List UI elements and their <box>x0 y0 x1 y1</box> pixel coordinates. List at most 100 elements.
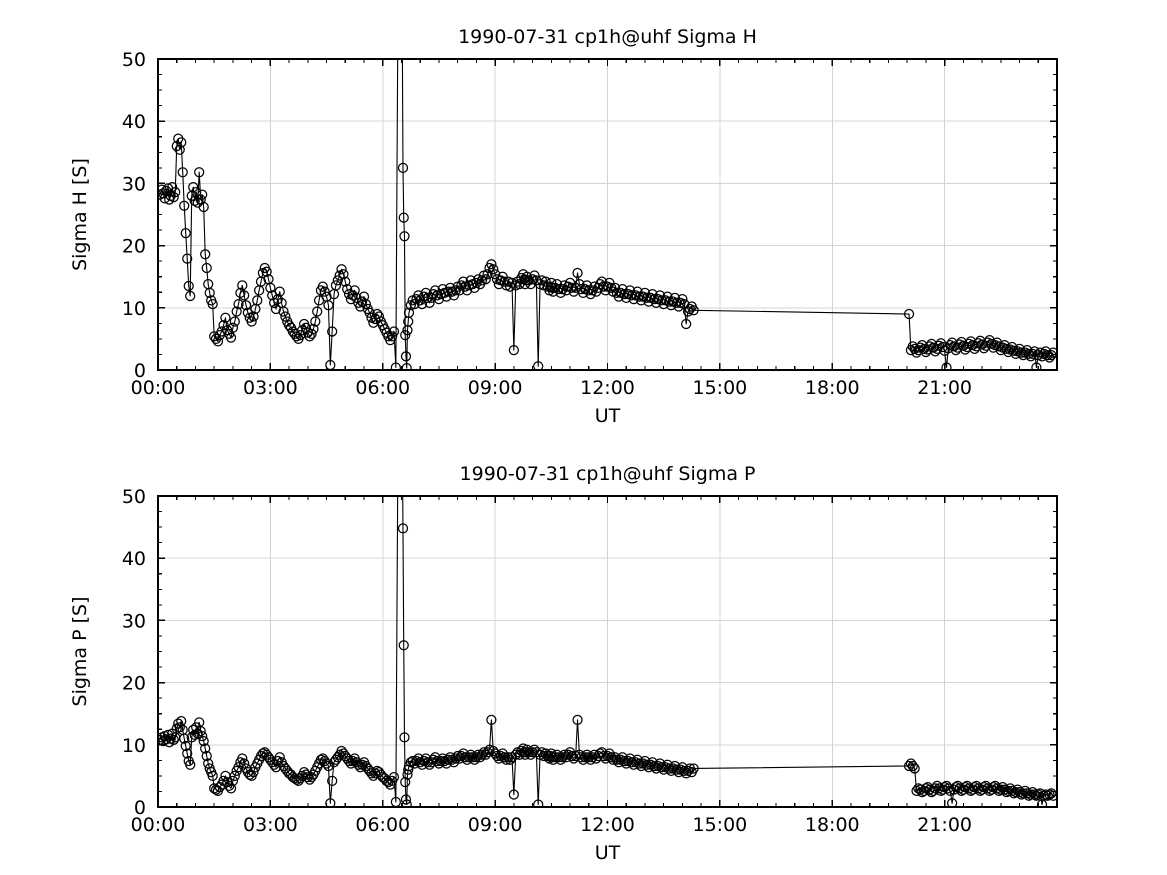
x-axis-label: UT <box>595 405 621 427</box>
data-point-marker <box>454 285 465 296</box>
data-point-marker <box>372 765 383 777</box>
data-point-marker <box>225 332 237 343</box>
data-point-marker <box>338 269 349 280</box>
data-point-marker <box>183 280 194 292</box>
data-point-marker <box>185 290 196 302</box>
data-point-marker <box>688 763 699 774</box>
data-point-marker <box>167 182 178 193</box>
data-point-marker <box>909 763 920 774</box>
data-point-marker <box>233 762 244 773</box>
data-point-marker <box>943 783 954 794</box>
data-point-marker <box>533 799 544 807</box>
data-point-marker <box>168 191 179 203</box>
data-point-marker <box>282 765 293 777</box>
data-point-marker <box>207 770 218 782</box>
axis-labels: 00:00 03:00 06:00 09:00 12:00 15:00 18:00 21:00… <box>122 49 972 399</box>
data-point-marker <box>407 755 418 767</box>
data-point-marker <box>399 231 410 242</box>
x-tick-label: 06:00 <box>355 377 410 399</box>
data-point-marker <box>310 316 321 327</box>
data-point-marker <box>903 760 915 772</box>
data-point-marker <box>473 749 484 760</box>
plot-title: 1990-07-31 cp1h@uhf Sigma H <box>458 26 757 48</box>
data-point-marker <box>1042 349 1053 361</box>
x-tick-label: 12:00 <box>580 377 635 399</box>
data-point-marker <box>207 298 218 310</box>
data-point-marker <box>174 144 185 155</box>
data-point-marker <box>358 291 370 302</box>
data-point-marker <box>182 253 193 264</box>
x-axis-label: UT <box>595 842 621 864</box>
data-point-marker <box>460 752 471 763</box>
data-point-marker <box>611 754 622 765</box>
data-point-marker <box>270 303 282 315</box>
data-point-marker <box>512 276 523 287</box>
data-point-marker <box>619 755 630 767</box>
chart-panel-sigma-p: 00:00 03:00 06:00 09:00 12:00 15:00 18:00 21:00… <box>0 437 1167 874</box>
data-point-marker <box>240 300 252 311</box>
data-point-marker <box>216 326 227 337</box>
data-point-marker <box>323 760 334 772</box>
data-point-marker <box>469 282 480 294</box>
data-point-marker <box>227 322 239 333</box>
data-point-marker <box>195 725 206 737</box>
data-point-marker <box>626 757 637 768</box>
data-point-marker <box>508 344 519 356</box>
data-point-marker <box>572 714 583 726</box>
data-point-marker <box>476 749 488 760</box>
data-point-marker <box>1046 349 1057 361</box>
y-tick-label: 0 <box>134 360 146 382</box>
data-point-marker <box>937 784 948 795</box>
data-point-marker <box>200 249 211 260</box>
data-point-marker <box>431 755 443 767</box>
data-point-marker <box>353 759 364 770</box>
data-point-marker <box>467 752 478 763</box>
data-point-marker <box>1027 786 1038 798</box>
data-point-marker <box>398 212 409 223</box>
data-point-marker <box>265 282 276 294</box>
data-point-marker <box>242 767 254 778</box>
data-point-marker <box>488 264 499 275</box>
data-point-marker <box>229 316 240 327</box>
data-point-marker <box>343 755 355 767</box>
data-point-marker <box>946 798 958 807</box>
y-tick-label: 30 <box>122 173 146 195</box>
data-point-marker <box>486 259 497 270</box>
data-point-marker <box>452 750 463 762</box>
data-point-marker <box>681 318 692 330</box>
data-series-group <box>158 496 1057 807</box>
data-point-marker <box>355 301 366 312</box>
data-point-marker <box>188 182 199 193</box>
data-point-marker <box>1001 343 1012 354</box>
data-point-marker <box>327 775 338 787</box>
data-point-marker <box>501 754 512 765</box>
data-point-marker <box>340 276 351 287</box>
data-point-marker <box>508 789 519 800</box>
data-point-marker <box>210 333 222 345</box>
data-point-marker <box>403 764 414 775</box>
data-point-marker <box>252 295 263 306</box>
y-tick-label: 50 <box>122 49 146 71</box>
data-point-marker <box>576 752 587 763</box>
y-axis-label: Sigma P [S] <box>69 597 91 707</box>
x-tick-label: 21:00 <box>917 377 972 399</box>
data-point-marker <box>191 186 202 198</box>
data-point-marker <box>401 799 412 807</box>
data-point-marker <box>499 752 510 763</box>
data-point-marker <box>1048 347 1057 358</box>
x-tick-label: 15:00 <box>692 377 747 399</box>
data-point-marker <box>302 772 313 783</box>
x-tick-label: 03:00 <box>243 814 298 836</box>
data-point-marker <box>330 280 342 291</box>
data-point-marker <box>349 285 360 296</box>
data-point-marker <box>274 752 285 763</box>
data-point-marker <box>1027 348 1038 359</box>
sigma-p-plot: 00:00 03:00 06:00 09:00 12:00 15:00 18:00 21:00… <box>69 463 1058 864</box>
data-point-marker <box>180 228 191 239</box>
data-point-marker <box>174 722 185 733</box>
data-point-marker <box>388 772 400 783</box>
data-point-marker <box>375 769 387 780</box>
data-point-marker <box>239 758 250 769</box>
y-tick-label: 40 <box>122 548 146 570</box>
